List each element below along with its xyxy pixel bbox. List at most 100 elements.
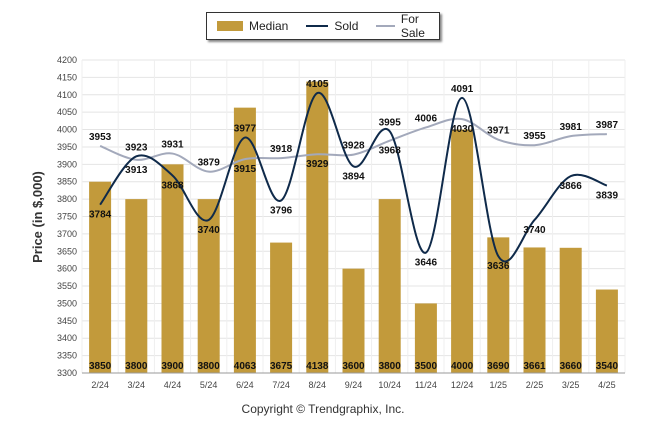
sold-value-label: 3977	[234, 124, 257, 135]
y-tick-label: 3800	[57, 194, 77, 204]
for-sale-value-label: 3955	[523, 131, 546, 142]
x-tick-label: 12/24	[451, 380, 474, 390]
x-tick-label: 2/24	[91, 380, 109, 390]
sold-value-label: 4091	[451, 84, 474, 95]
for-sale-line	[99, 117, 607, 173]
median-value-label: 3661	[523, 361, 546, 372]
for-sale-value-label: 3971	[487, 126, 510, 137]
legend-label-for-sale: For Sale	[400, 12, 425, 40]
x-tick-label: 6/24	[236, 380, 254, 390]
median-value-label: 3900	[161, 361, 184, 372]
median-value-label: 3660	[560, 361, 583, 372]
median-bar	[270, 242, 293, 373]
lines	[99, 92, 608, 263]
sold-value-label: 3796	[270, 206, 293, 217]
y-tick-label: 4150	[57, 72, 77, 82]
median-value-label: 4063	[234, 361, 257, 372]
median-bar	[161, 164, 184, 373]
y-tick-label: 3350	[57, 351, 77, 361]
median-value-label: 4000	[451, 361, 474, 372]
for-sale-value-label: 3987	[596, 120, 619, 131]
y-tick-label: 3400	[57, 333, 77, 343]
sold-value-label: 3740	[523, 225, 546, 236]
median-value-label: 3800	[125, 361, 148, 372]
sold-line	[99, 92, 608, 263]
x-tick-label: 8/24	[309, 380, 327, 390]
for-sale-value-label: 3915	[234, 164, 257, 175]
y-tick-label: 4000	[57, 125, 77, 135]
y-tick-label: 3750	[57, 212, 77, 222]
for-sale-value-label: 3879	[198, 158, 221, 169]
x-tick-label: 1/25	[490, 380, 508, 390]
median-value-label: 3500	[415, 361, 438, 372]
data-labels: 3850 3800 3900 3800 4063 3675 4138 3600 3800 3500…	[89, 79, 618, 372]
median-value-label: 3540	[596, 361, 619, 372]
median-value-label: 3800	[198, 361, 221, 372]
median-swatch	[217, 21, 243, 31]
median-value-label: 3690	[487, 361, 510, 372]
for-sale-value-label: 3918	[270, 144, 293, 155]
median-bar	[342, 268, 365, 373]
sold-value-label: 3868	[161, 180, 184, 191]
y-axis-title: Price (in $,000)	[30, 171, 45, 263]
median-bar	[595, 289, 618, 373]
x-tick-label: 11/24	[415, 380, 437, 390]
y-tick-label: 3900	[57, 159, 77, 169]
sold-value-label: 3636	[487, 261, 510, 272]
y-tick-label: 3550	[57, 281, 77, 291]
sold-value-label: 3995	[379, 117, 402, 128]
y-tick-label: 3850	[57, 177, 77, 187]
x-tick-label: 4/24	[164, 380, 182, 390]
y-tick-label: 3450	[57, 316, 77, 326]
sold-swatch	[306, 25, 329, 27]
median-value-label: 3850	[89, 361, 112, 372]
y-tick-label: 3650	[57, 246, 77, 256]
for-sale-value-label: 4006	[415, 113, 438, 124]
legend-item-sold: Sold	[306, 19, 358, 33]
y-tick-label: 3600	[57, 264, 77, 274]
sold-value-label: 4105	[306, 79, 329, 90]
for-sale-value-label: 4030	[451, 124, 474, 135]
median-bar	[89, 181, 112, 373]
x-tick-label: 3/24	[128, 380, 146, 390]
median-bar	[523, 247, 546, 373]
x-tick-label: 7/24	[272, 380, 290, 390]
x-tick-label: 4/25	[598, 380, 616, 390]
y-tick-label: 3700	[57, 229, 77, 239]
axes: 3300 3350 3400 3450 3500 3550 3600 3650 3700 3750…	[57, 55, 625, 390]
for-sale-value-label: 3953	[89, 132, 112, 143]
y-tick-label: 4050	[57, 107, 77, 117]
median-bar	[559, 247, 582, 373]
for-sale-value-label: 3913	[125, 165, 148, 176]
for-sale-swatch	[376, 25, 395, 27]
for-sale-value-label: 3968	[379, 146, 402, 157]
median-value-label: 3800	[379, 361, 402, 372]
y-tick-label: 3950	[57, 142, 77, 152]
median-bar	[197, 199, 220, 373]
median-bar	[306, 81, 329, 373]
x-tick-label: 10/24	[378, 380, 401, 390]
sold-value-label: 3923	[125, 142, 148, 153]
median-value-label: 3600	[342, 361, 365, 372]
legend-item-median: Median	[217, 19, 288, 33]
legend: Median Sold For Sale	[206, 12, 440, 40]
for-sale-value-label: 3928	[342, 141, 365, 152]
for-sale-value-label: 3929	[306, 159, 329, 170]
legend-label-sold: Sold	[334, 19, 359, 33]
x-tick-label: 5/24	[200, 380, 218, 390]
legend-label-median: Median	[249, 19, 289, 33]
y-tick-label: 3500	[57, 298, 77, 308]
median-bar	[125, 199, 148, 373]
legend-item-for-sale: For Sale	[376, 12, 439, 40]
x-tick-label: 9/24	[345, 380, 363, 390]
y-tick-label: 4100	[57, 90, 77, 100]
sold-value-label: 3784	[89, 210, 112, 221]
for-sale-value-label: 3981	[560, 122, 583, 133]
median-bar	[487, 237, 510, 373]
sold-value-label: 3839	[596, 191, 619, 202]
sold-value-label: 3866	[560, 181, 583, 192]
x-tick-label: 2/25	[526, 380, 544, 390]
copyright-text: Copyright © Trendgraphix, Inc.	[241, 402, 405, 416]
median-bar	[414, 303, 437, 373]
